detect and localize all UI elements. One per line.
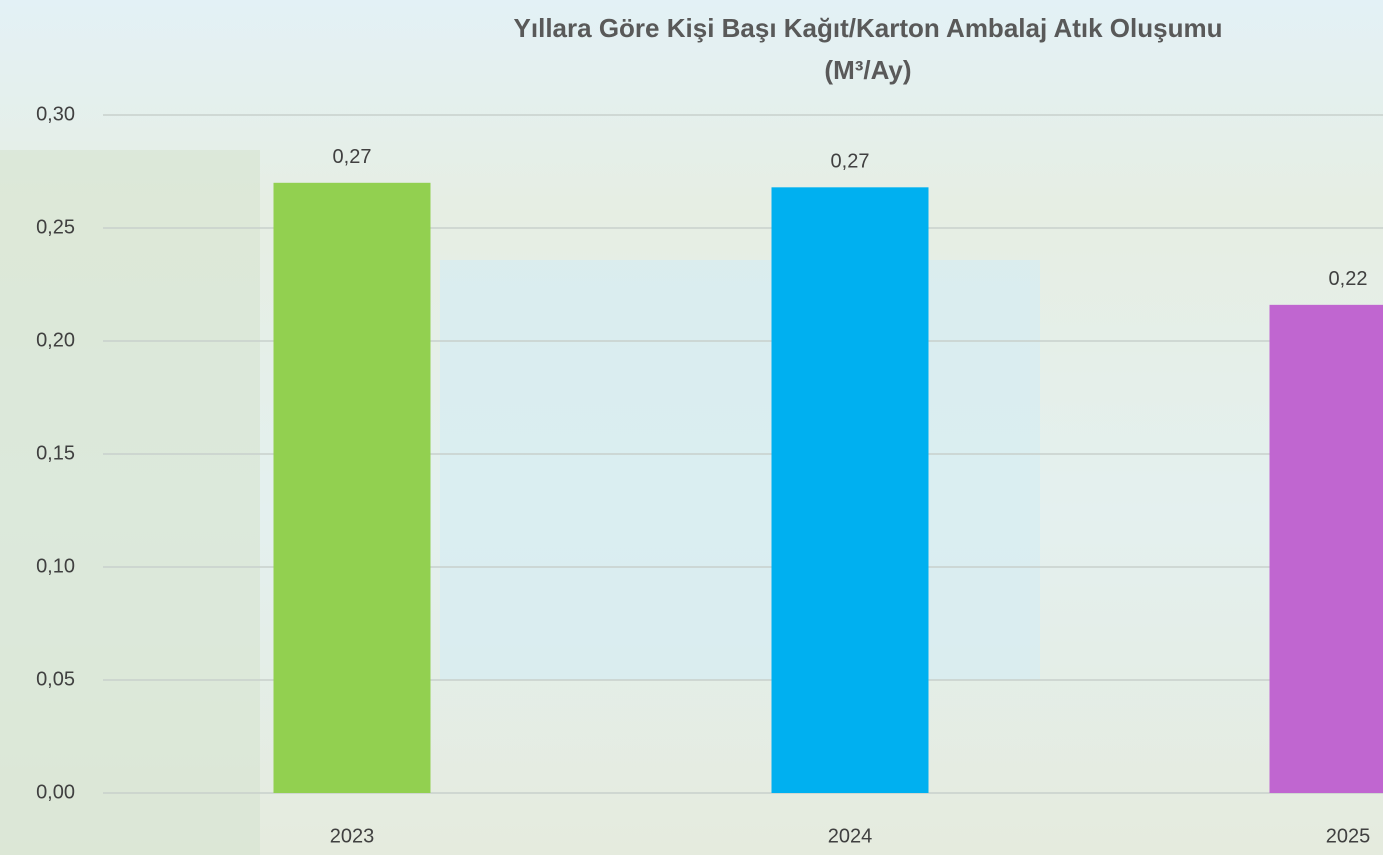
- bar: [1270, 305, 1383, 793]
- chart-title: (M³/Ay): [824, 55, 911, 85]
- data-label: 0,27: [333, 146, 372, 168]
- x-tick-label: 2025: [1326, 825, 1371, 847]
- y-tick-label: 0,20: [36, 329, 75, 351]
- y-tick-label: 0,15: [36, 442, 75, 464]
- data-label: 0,27: [831, 151, 870, 173]
- y-tick-label: 0,05: [36, 668, 75, 690]
- y-tick-label: 0,00: [36, 781, 75, 803]
- y-tick-label: 0,25: [36, 216, 75, 238]
- x-tick-label: 2023: [330, 825, 375, 847]
- chart-title: Yıllara Göre Kişi Başı Kağıt/Karton Amba…: [514, 13, 1223, 43]
- y-tick-label: 0,30: [36, 103, 75, 125]
- background-foliage: [0, 150, 260, 855]
- chart: Yıllara Göre Kişi Başı Kağıt/Karton Amba…: [0, 0, 1383, 855]
- x-tick-label: 2024: [828, 825, 873, 847]
- bar: [772, 187, 929, 793]
- background-pool: [440, 260, 1040, 680]
- bar: [274, 183, 431, 793]
- data-label: 0,22: [1329, 268, 1368, 290]
- y-tick-label: 0,10: [36, 555, 75, 577]
- page: {"chart_data": {"type": "bar", "title": …: [0, 0, 1383, 855]
